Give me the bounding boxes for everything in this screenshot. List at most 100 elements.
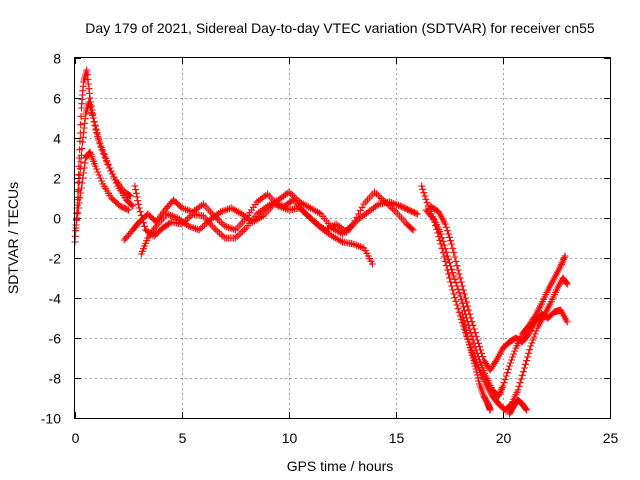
data-point [236, 209, 244, 217]
data-point [449, 269, 457, 277]
data-point [446, 233, 453, 241]
data-point [132, 189, 140, 197]
data-point [499, 382, 507, 390]
data-point [74, 209, 82, 217]
data-point [177, 217, 185, 225]
data-point [521, 360, 529, 368]
chart-title: Day 179 of 2021, Sidereal Day-to-day VTE… [85, 20, 595, 36]
data-point [230, 225, 238, 233]
data-point [518, 371, 526, 379]
data-point [333, 235, 341, 243]
y-tick-labels: -10 -8 -6 -4 -2 0 2 4 6 8 [41, 51, 61, 427]
series-track-9 [426, 202, 571, 374]
data-point [418, 182, 426, 190]
y-tick-label: -6 [49, 331, 62, 347]
data-point [96, 140, 104, 148]
data-point [462, 294, 470, 302]
data-point [510, 350, 518, 358]
data-point [469, 321, 477, 329]
data-point [442, 223, 450, 231]
data-point [498, 385, 506, 393]
data-point [463, 298, 471, 306]
data-point [94, 168, 102, 176]
data-point [448, 265, 456, 273]
data-point [456, 292, 464, 300]
data-point [527, 342, 535, 350]
data-point [77, 184, 85, 192]
data-point [321, 226, 329, 234]
data-point [523, 357, 531, 365]
data-point [315, 209, 323, 217]
data-point [444, 230, 452, 238]
data-point [440, 253, 448, 261]
x-tick-label: 5 [179, 430, 187, 446]
data-point [486, 406, 494, 414]
y-tick-label: 4 [53, 131, 61, 147]
data-point [452, 279, 460, 287]
data-point [529, 336, 537, 344]
data-series [71, 66, 571, 418]
data-point [558, 259, 566, 267]
data-point [439, 237, 447, 245]
data-point [289, 191, 297, 199]
data-point [187, 212, 195, 220]
data-point [394, 201, 402, 209]
data-point [460, 317, 468, 325]
data-point [454, 305, 462, 313]
data-point [389, 199, 397, 207]
data-point [309, 216, 317, 224]
data-point [530, 333, 538, 341]
data-point [362, 209, 370, 217]
data-point [560, 255, 568, 263]
y-tick-label: -10 [41, 411, 61, 427]
data-point [423, 199, 431, 207]
data-point [80, 169, 88, 177]
data-point [91, 162, 99, 170]
data-point [76, 165, 84, 173]
data-point [464, 302, 472, 310]
data-point [441, 220, 449, 228]
data-point [368, 260, 376, 268]
data-point [231, 206, 239, 214]
series-track-11 [505, 396, 531, 418]
data-point [462, 327, 470, 335]
data-point [76, 194, 84, 202]
data-point [473, 371, 481, 379]
data-point [337, 237, 345, 245]
data-point [80, 164, 88, 172]
data-point [500, 379, 508, 387]
data-point [526, 346, 534, 354]
x-tick-label: 0 [72, 430, 80, 446]
data-point [78, 145, 86, 153]
data-point [126, 191, 134, 199]
data-point [505, 362, 513, 370]
data-point [467, 314, 475, 322]
data-point [561, 252, 569, 260]
data-point [471, 362, 479, 370]
data-point [333, 227, 341, 235]
data-point [232, 234, 239, 242]
data-point [285, 188, 293, 196]
data-point [280, 192, 288, 200]
data-point [258, 194, 266, 202]
data-point [458, 282, 466, 290]
data-point [563, 318, 571, 326]
data-point [100, 151, 108, 159]
data-point [312, 207, 320, 215]
data-point [254, 215, 262, 223]
data-point [326, 231, 334, 239]
data-point [134, 200, 142, 208]
data-point [102, 154, 110, 162]
data-point [287, 190, 295, 198]
data-point [495, 392, 503, 400]
data-point [188, 223, 196, 231]
data-point [103, 158, 111, 166]
data-point [219, 232, 227, 240]
data-point [217, 219, 225, 227]
data-point [127, 192, 135, 200]
data-point [107, 167, 115, 175]
data-point [498, 384, 506, 392]
data-point [492, 358, 500, 366]
data-point [95, 136, 103, 144]
